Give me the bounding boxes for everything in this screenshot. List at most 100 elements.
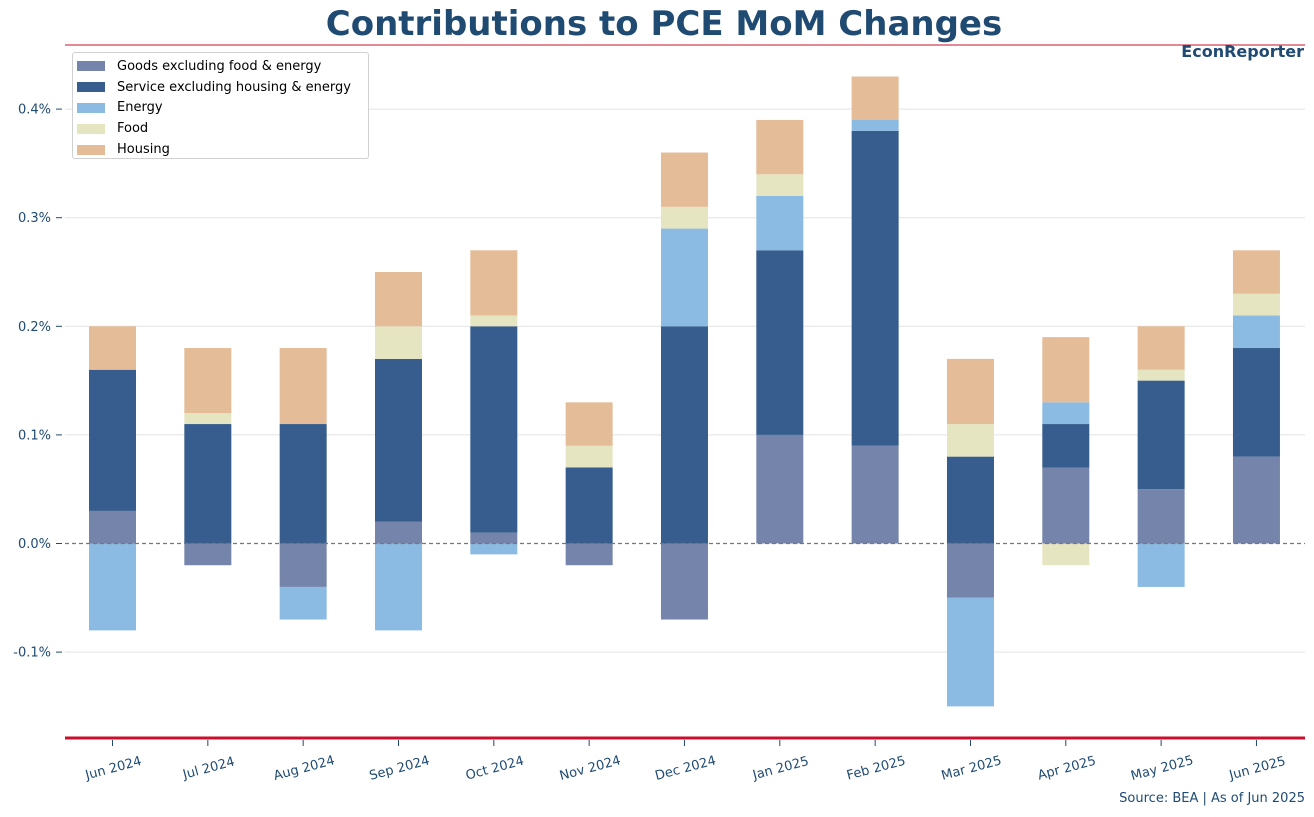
bar-segment-food bbox=[184, 413, 232, 425]
bar-segment-energy bbox=[279, 586, 327, 620]
x-tick-label: Feb 2025 bbox=[845, 754, 907, 784]
x-tick-label: Jun 2024 bbox=[83, 754, 143, 784]
x-tick-label: Mar 2025 bbox=[940, 753, 1004, 783]
legend-label: Housing bbox=[117, 142, 170, 158]
bar-segment-services bbox=[1042, 424, 1090, 468]
bar-segment-food bbox=[1042, 543, 1090, 566]
bar-segment-services bbox=[660, 326, 708, 544]
bar-segment-food bbox=[1232, 293, 1280, 316]
y-axis-ticks: -0.1% 0.0% 0.1% 0.2% 0.3% 0.4% bbox=[13, 103, 62, 661]
bar-segment-energy bbox=[470, 543, 518, 555]
brand-label: EconReporter bbox=[1181, 42, 1304, 61]
bar-segment-housing bbox=[1137, 326, 1185, 370]
bar-segment-energy bbox=[1042, 402, 1090, 425]
bar-segment-food bbox=[946, 424, 994, 457]
legend-label: Food bbox=[117, 121, 149, 137]
bar-segment-housing bbox=[1232, 250, 1280, 294]
bar-segment-energy bbox=[946, 597, 994, 707]
legend-swatch bbox=[77, 102, 105, 113]
x-tick-label: May 2025 bbox=[1129, 753, 1195, 784]
bar-segment-services bbox=[946, 456, 994, 544]
bar-segment-housing bbox=[565, 402, 613, 446]
legend-item: Energy bbox=[77, 98, 368, 119]
bar-segment-energy bbox=[1137, 543, 1185, 587]
bar-segment-food bbox=[565, 445, 613, 468]
x-axis-ticks: Jun 2024 Jul 2024 Aug 2024 Sep 2024 Oct 2024… bbox=[83, 740, 1287, 784]
bar-segment-energy bbox=[660, 228, 708, 327]
bar-segment-goods bbox=[660, 543, 708, 620]
legend-item: Service excluding housing & energy bbox=[77, 77, 368, 98]
bar-segment-housing bbox=[374, 272, 422, 327]
bar-segment-housing bbox=[470, 250, 518, 316]
legend-item: Goods excluding food & energy bbox=[77, 56, 368, 77]
bar-segment-services bbox=[756, 250, 804, 435]
bar-segment-housing bbox=[851, 76, 899, 120]
x-tick-label: Apr 2025 bbox=[1036, 754, 1098, 784]
bar-segment-housing bbox=[756, 119, 804, 175]
x-tick-label: Nov 2024 bbox=[558, 753, 622, 784]
x-tick-label: Oct 2024 bbox=[464, 754, 526, 784]
x-tick-label: Jun 2025 bbox=[1227, 754, 1287, 784]
x-tick-label: Sep 2024 bbox=[368, 753, 431, 783]
x-tick-label: Jul 2024 bbox=[180, 755, 236, 783]
bar-segment-housing bbox=[279, 348, 327, 425]
bar-segment-services bbox=[374, 358, 422, 522]
legend-label: Service excluding housing & energy bbox=[117, 79, 351, 95]
bar-segment-energy bbox=[1232, 315, 1280, 349]
bar-segment-food bbox=[660, 206, 708, 229]
bar-segment-services bbox=[565, 467, 613, 544]
bar-segment-food bbox=[470, 315, 518, 327]
bar-segment-goods bbox=[279, 543, 327, 587]
bar-segment-housing bbox=[184, 348, 232, 414]
bar-segment-energy bbox=[89, 543, 136, 631]
bar-segment-services bbox=[851, 130, 899, 446]
bar-segment-goods bbox=[1042, 467, 1090, 544]
bar-segment-services bbox=[470, 326, 518, 533]
legend-label: Goods excluding food & energy bbox=[117, 58, 322, 74]
bar-segment-food bbox=[374, 326, 422, 359]
bar-segment-services bbox=[1232, 348, 1280, 457]
legend-swatch bbox=[77, 144, 105, 155]
bar-segment-housing bbox=[1042, 337, 1090, 403]
legend-swatch bbox=[77, 123, 105, 134]
bar-segment-goods bbox=[1232, 456, 1280, 544]
bar-segment-services bbox=[1137, 380, 1185, 490]
bar-segment-services bbox=[89, 369, 136, 511]
legend-swatch bbox=[77, 82, 105, 93]
bar-segment-energy bbox=[374, 543, 422, 631]
bar-segment-services bbox=[279, 424, 327, 544]
bar-segment-goods bbox=[470, 532, 518, 544]
y-tick-label: 0.0% bbox=[18, 537, 51, 552]
bar-segment-food bbox=[756, 174, 804, 196]
bar-segment-goods bbox=[89, 510, 136, 544]
x-tick-label: Jan 2025 bbox=[750, 754, 810, 784]
y-tick-label: 0.1% bbox=[18, 428, 51, 443]
bar-segment-goods bbox=[1137, 489, 1185, 544]
bar-segment-energy bbox=[756, 195, 804, 251]
bar-segment-housing bbox=[660, 152, 708, 207]
bars-group bbox=[89, 76, 1280, 707]
legend: Goods excluding food & energy Service exc… bbox=[72, 52, 369, 159]
bar-segment-goods bbox=[374, 521, 422, 544]
bar-segment-energy bbox=[851, 119, 899, 131]
legend-item: Housing bbox=[77, 139, 368, 160]
y-tick-label: 0.2% bbox=[18, 320, 51, 335]
y-tick-label: 0.3% bbox=[18, 211, 51, 226]
bar-segment-services bbox=[184, 424, 232, 544]
y-tick-label: -0.1% bbox=[13, 646, 51, 661]
bar-segment-goods bbox=[946, 543, 994, 598]
legend-swatch bbox=[77, 61, 105, 72]
bar-segment-food bbox=[1137, 369, 1185, 381]
bar-segment-goods bbox=[756, 434, 804, 544]
bar-segment-housing bbox=[89, 326, 136, 370]
x-tick-label: Aug 2024 bbox=[272, 753, 336, 784]
chart-title: Contributions to PCE MoM Changes bbox=[325, 4, 1003, 44]
source-note: Source: BEA | As of Jun 2025 bbox=[1119, 791, 1305, 806]
y-tick-label: 0.4% bbox=[18, 103, 51, 118]
legend-item: Food bbox=[77, 118, 368, 139]
bar-segment-goods bbox=[565, 543, 613, 566]
legend-label: Energy bbox=[117, 100, 163, 116]
x-tick-label: Dec 2024 bbox=[654, 753, 718, 784]
bar-segment-goods bbox=[184, 543, 232, 566]
